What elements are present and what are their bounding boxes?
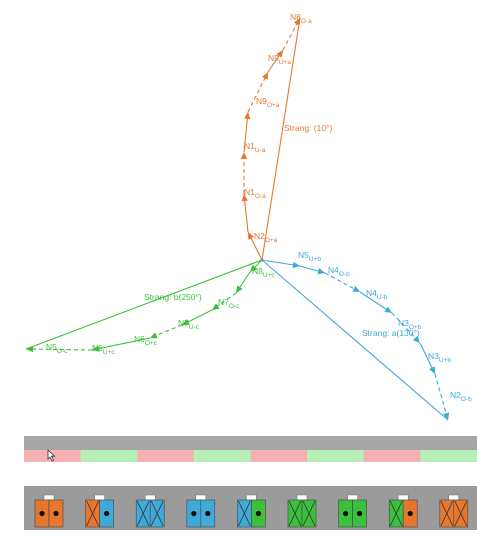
arrowhead-icon (292, 261, 300, 269)
stator-slot (186, 494, 216, 528)
coil-vector (91, 337, 151, 351)
stator-slot (439, 494, 469, 528)
node-label: N3U+b (428, 351, 451, 364)
coil-vector (434, 373, 449, 421)
current-dot-icon (39, 510, 45, 517)
slot-layout (24, 486, 477, 530)
node-label: N5O-c (46, 342, 68, 355)
arrowhead-icon (92, 345, 100, 352)
current-dot-icon (407, 510, 413, 517)
arrowhead-icon (248, 232, 254, 240)
arrowhead-icon (384, 306, 392, 313)
node-label: N1U-a (244, 141, 266, 154)
node-label: N8O-a (290, 12, 312, 25)
arrowhead-icon (293, 18, 300, 26)
stator-slot (135, 494, 165, 528)
node-label: N5U+b (298, 250, 321, 263)
bar-segment (137, 450, 195, 462)
arrowhead-icon (241, 194, 248, 202)
arrowhead-icon (244, 112, 251, 120)
arrowhead-icon (182, 319, 190, 325)
arrowhead-icon (150, 332, 158, 339)
string-chord-line (261, 259, 449, 421)
arrowhead-icon (250, 264, 258, 272)
current-dot-icon (104, 510, 110, 517)
arrowhead-icon (26, 345, 34, 353)
stator-slot (34, 494, 64, 528)
segment-bar (24, 436, 477, 462)
current-dot-icon (255, 510, 261, 517)
stator-slot (287, 494, 317, 528)
current-dot-icon (357, 510, 363, 517)
arrowhead-icon (352, 285, 360, 292)
bar-segment (193, 450, 251, 462)
current-dot-icon (343, 510, 349, 517)
string-label: Strang: (10°) (284, 123, 332, 133)
stator-slot (338, 494, 367, 528)
arrowhead-icon (212, 303, 220, 310)
arrowhead-icon (240, 152, 248, 159)
arrowhead-icon (429, 366, 435, 374)
node-label: N7O-c (218, 297, 240, 310)
node-label: N7U-c (178, 318, 200, 331)
arrowhead-icon (412, 335, 420, 343)
stator-slot (85, 494, 114, 528)
string-chord-line (25, 259, 263, 350)
mouse-cursor-icon (47, 449, 56, 462)
star-center (260, 258, 264, 262)
string-label: Strang: b(250°) (144, 292, 202, 302)
bar-segment (250, 450, 308, 462)
node-label: N4U-b (366, 288, 388, 301)
arrowhead-icon (443, 412, 450, 420)
arrowhead-icon (317, 268, 325, 275)
node-label: N1O-a (244, 187, 266, 200)
stator-slot (388, 494, 418, 528)
bar-segment (307, 450, 365, 462)
arrowhead-icon (236, 285, 243, 293)
string-label: Strang: a(130°) (362, 328, 420, 338)
stator-slot (237, 494, 266, 528)
node-label: N2O-b (450, 390, 472, 403)
coil-vector (247, 71, 269, 113)
current-dot-icon (191, 510, 197, 517)
bar-segment (420, 450, 477, 462)
arrowhead-icon (262, 72, 268, 80)
node-label: N6U+c (92, 343, 115, 356)
arrowhead-icon (276, 50, 283, 58)
bar-segment (363, 450, 421, 462)
node-label: N9O+a (256, 96, 280, 109)
current-dot-icon (53, 510, 59, 517)
string-chord-line (261, 17, 301, 261)
bar-header (24, 436, 477, 450)
current-dot-icon (205, 510, 211, 517)
bar-segment (80, 450, 138, 462)
